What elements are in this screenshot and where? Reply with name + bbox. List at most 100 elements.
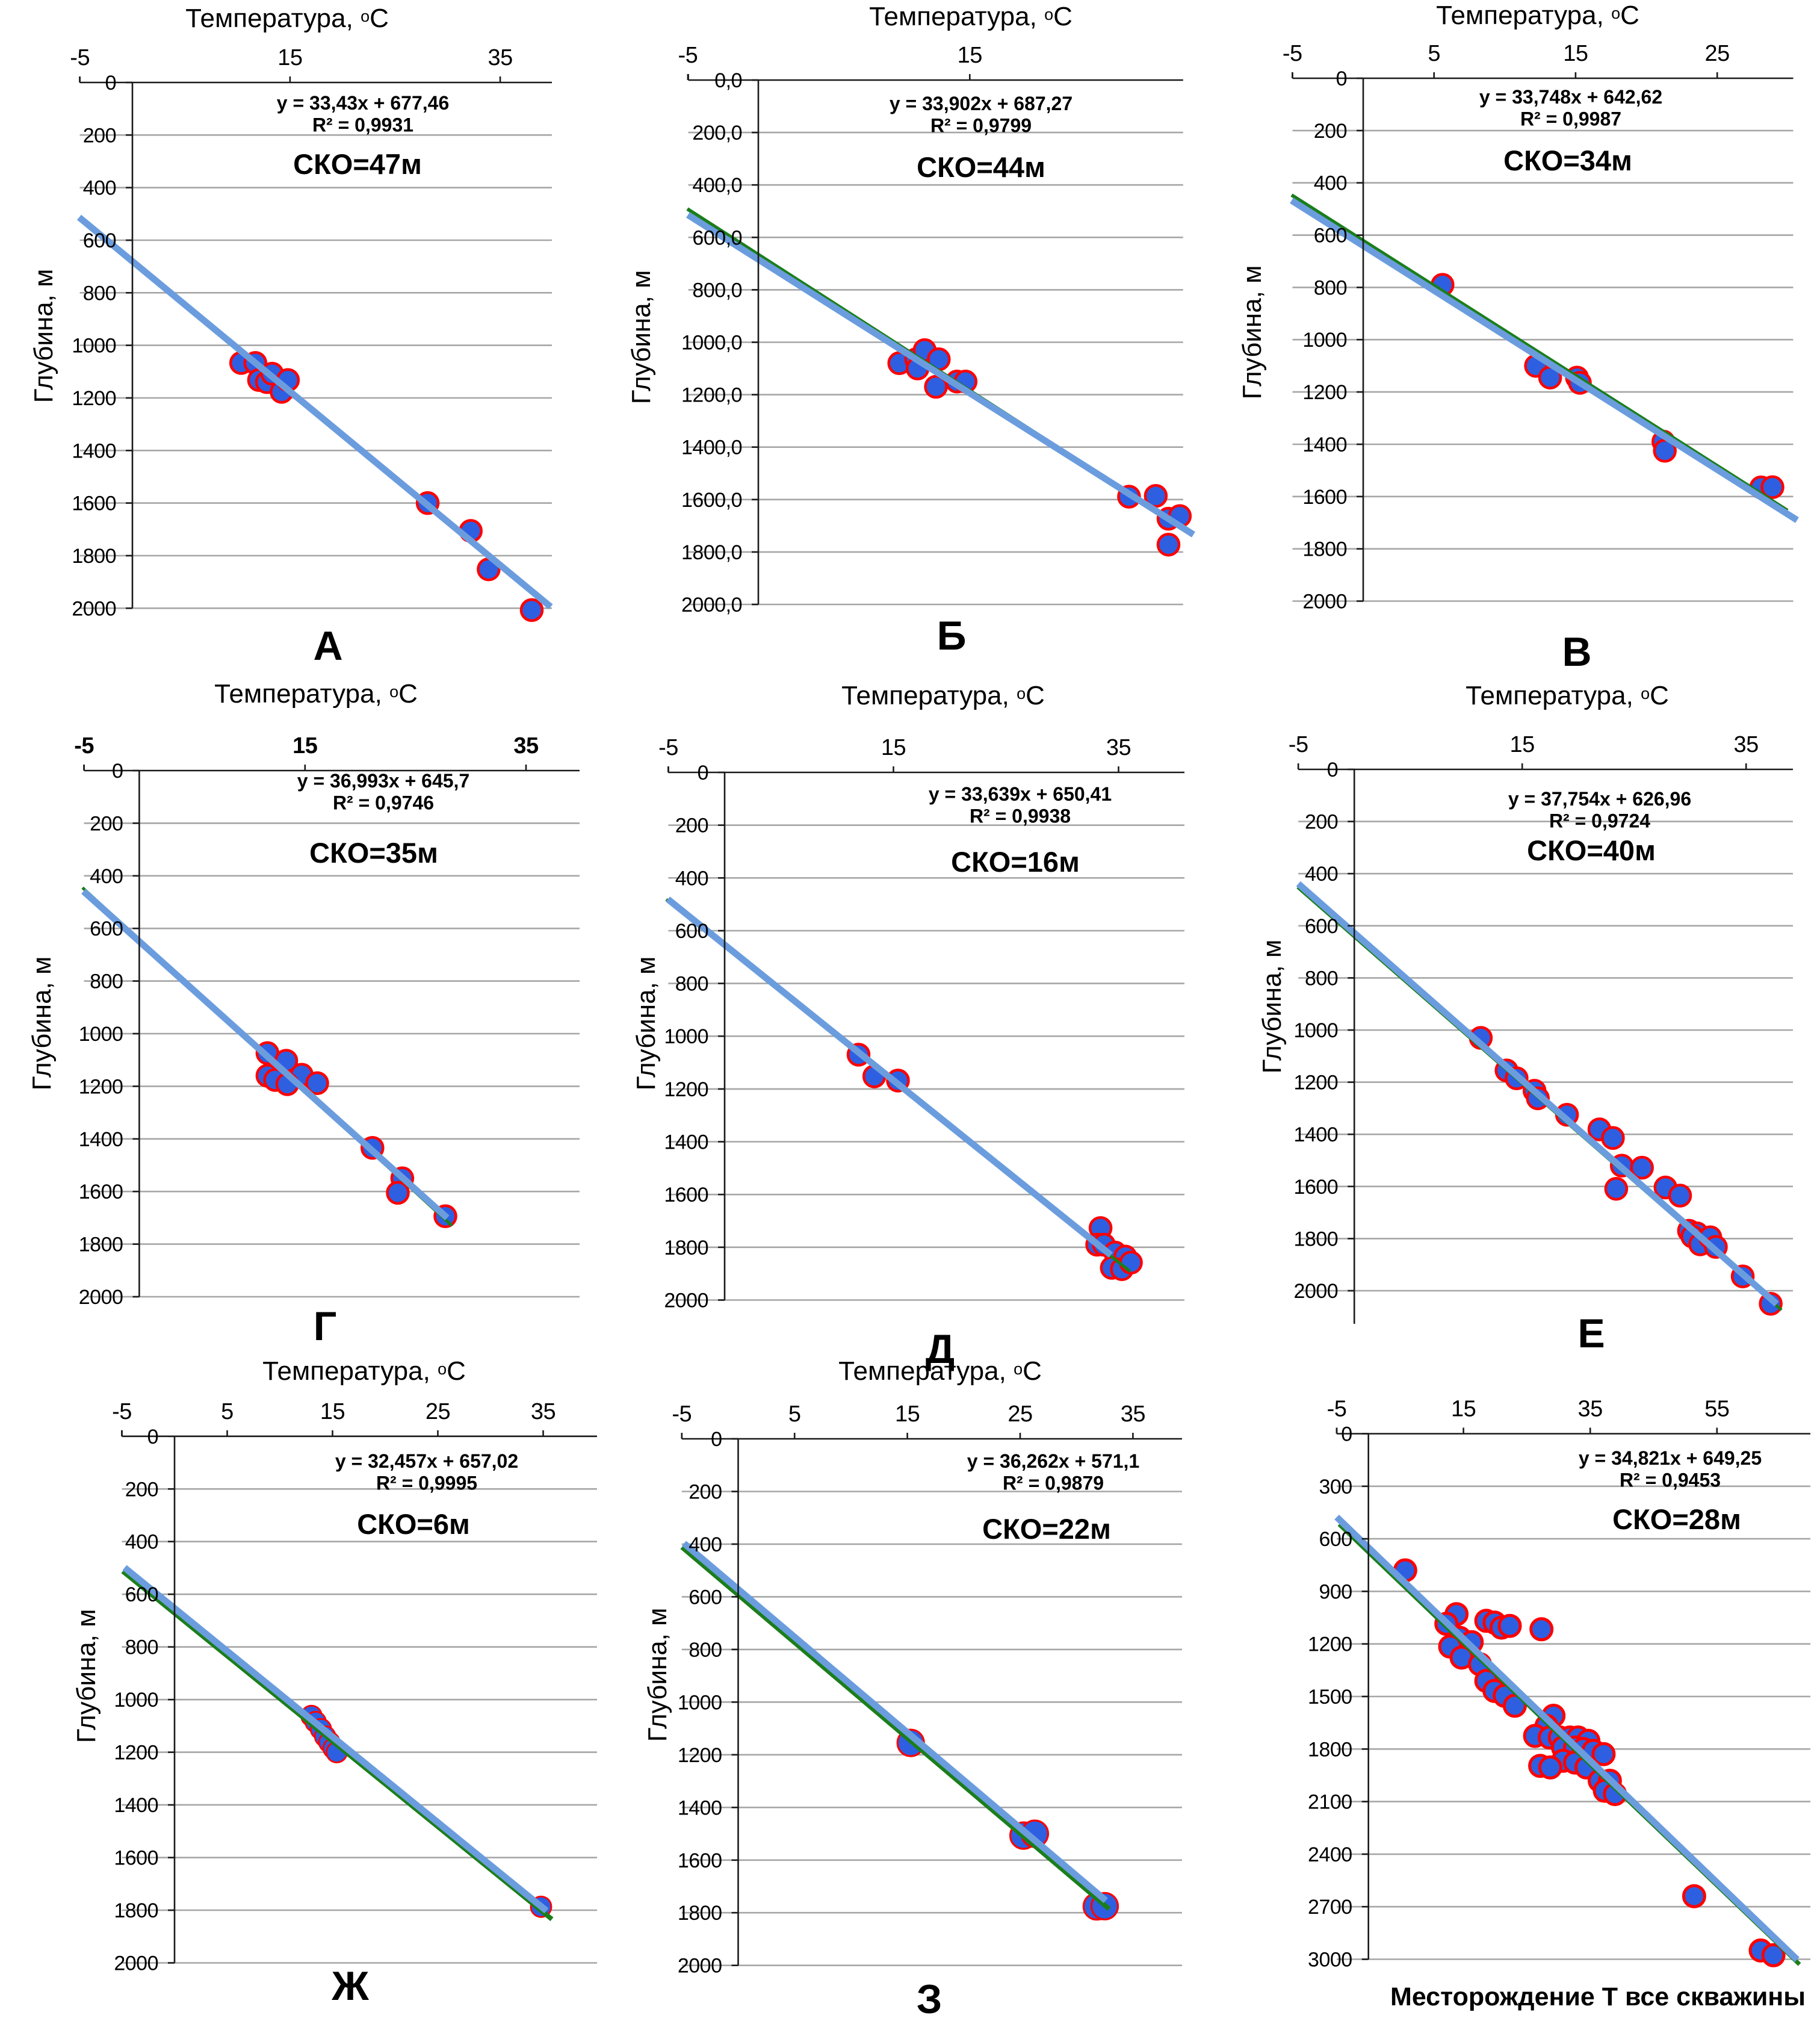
- svg-text:5: 5: [788, 1401, 801, 1427]
- svg-text:Температура, оС: Температура, оС: [1466, 681, 1669, 710]
- svg-text:1200: 1200: [1294, 1072, 1339, 1094]
- svg-text:0: 0: [147, 1426, 158, 1448]
- svg-text:800: 800: [83, 282, 116, 305]
- svg-text:200: 200: [90, 812, 123, 835]
- svg-text:1800: 1800: [1302, 538, 1347, 561]
- svg-text:В: В: [1562, 629, 1591, 675]
- svg-text:СКО=35м: СКО=35м: [309, 837, 438, 869]
- svg-text:y = 36,262x + 571,1: y = 36,262x + 571,1: [967, 1450, 1139, 1472]
- svg-text:15: 15: [320, 1399, 345, 1424]
- svg-text:y = 34,821x + 649,25: y = 34,821x + 649,25: [1579, 1447, 1762, 1469]
- svg-text:0: 0: [105, 72, 116, 95]
- svg-text:1500: 1500: [1308, 1686, 1352, 1709]
- svg-text:СКО=44м: СКО=44м: [917, 151, 1045, 183]
- svg-text:2000: 2000: [678, 1955, 722, 1978]
- svg-text:15: 15: [895, 1401, 920, 1427]
- svg-text:200: 200: [689, 1481, 722, 1504]
- svg-text:600: 600: [90, 917, 123, 940]
- svg-text:1800: 1800: [664, 1237, 708, 1259]
- svg-text:1600: 1600: [1294, 1176, 1339, 1199]
- svg-text:55: 55: [1704, 1397, 1729, 1422]
- svg-text:Глубина, м: Глубина, м: [72, 1609, 101, 1743]
- svg-text:СКО=22м: СКО=22м: [982, 1513, 1111, 1545]
- svg-text:0: 0: [1327, 759, 1338, 781]
- svg-text:-5: -5: [74, 733, 94, 759]
- svg-text:1600: 1600: [1302, 486, 1347, 509]
- svg-text:0: 0: [1336, 67, 1347, 90]
- svg-text:600: 600: [1319, 1528, 1352, 1551]
- svg-text:СКО=40м: СКО=40м: [1527, 834, 1656, 866]
- svg-text:y = 33,43x + 677,46: y = 33,43x + 677,46: [277, 92, 449, 114]
- svg-text:1000: 1000: [1294, 1019, 1339, 1042]
- svg-text:400: 400: [1314, 172, 1347, 195]
- svg-text:15: 15: [1451, 1397, 1476, 1422]
- svg-text:200: 200: [1305, 811, 1338, 834]
- svg-text:Температура, оС: Температура, оС: [214, 679, 418, 709]
- svg-text:Ж: Ж: [331, 1963, 369, 2009]
- svg-text:600: 600: [83, 229, 116, 252]
- svg-text:200: 200: [675, 815, 708, 837]
- svg-text:Глубина, м: Глубина, м: [627, 270, 656, 405]
- svg-text:y = 37,754x + 626,96: y = 37,754x + 626,96: [1508, 788, 1691, 810]
- svg-text:1400: 1400: [678, 1796, 722, 1819]
- svg-text:R² = 0,9995: R² = 0,9995: [376, 1473, 477, 1494]
- svg-text:Глубина, м: Глубина, м: [29, 269, 58, 403]
- svg-text:15: 15: [1563, 41, 1588, 66]
- svg-text:Температура, оС: Температура, оС: [1436, 1, 1639, 30]
- svg-text:1400,0: 1400,0: [681, 436, 742, 459]
- svg-text:Глубина, м: Глубина, м: [643, 1608, 672, 1742]
- svg-text:R² = 0,9931: R² = 0,9931: [312, 114, 413, 136]
- svg-text:СКО=47м: СКО=47м: [293, 148, 422, 180]
- svg-text:400: 400: [125, 1531, 158, 1554]
- svg-text:1000: 1000: [664, 1025, 708, 1048]
- svg-text:800,0: 800,0: [692, 279, 742, 302]
- svg-text:1200: 1200: [79, 1075, 123, 1098]
- svg-text:35: 35: [513, 733, 539, 759]
- svg-text:0: 0: [698, 762, 708, 784]
- svg-text:1800: 1800: [1294, 1228, 1339, 1250]
- svg-text:600: 600: [1305, 915, 1338, 938]
- svg-text:R² = 0,9799: R² = 0,9799: [930, 115, 1032, 137]
- svg-text:1400: 1400: [1302, 433, 1347, 456]
- svg-text:А: А: [313, 623, 342, 669]
- svg-text:800: 800: [1305, 967, 1338, 990]
- svg-text:2100: 2100: [1308, 1791, 1352, 1814]
- svg-text:Глубина, м: Глубина, м: [631, 957, 661, 1091]
- svg-text:1200: 1200: [664, 1078, 708, 1101]
- svg-text:R² = 0,9879: R² = 0,9879: [1003, 1473, 1104, 1494]
- svg-text:-5: -5: [70, 45, 90, 70]
- svg-text:3000: 3000: [1308, 1949, 1352, 1972]
- svg-text:2000: 2000: [664, 1290, 708, 1312]
- svg-text:Е: Е: [1577, 1311, 1605, 1356]
- svg-text:600: 600: [675, 920, 708, 943]
- svg-text:2000: 2000: [79, 1286, 123, 1309]
- svg-text:Г: Г: [314, 1303, 337, 1349]
- svg-text:СКО=28м: СКО=28м: [1612, 1503, 1741, 1535]
- svg-text:y = 36,993x + 645,7: y = 36,993x + 645,7: [297, 770, 469, 792]
- svg-text:-5: -5: [1327, 1397, 1347, 1422]
- svg-text:1800: 1800: [79, 1234, 123, 1256]
- svg-text:1000: 1000: [1302, 329, 1347, 352]
- svg-text:1800,0: 1800,0: [681, 541, 742, 564]
- svg-text:1800: 1800: [72, 545, 116, 568]
- svg-text:900: 900: [1319, 1580, 1352, 1603]
- svg-text:5: 5: [1428, 41, 1440, 66]
- svg-text:1200: 1200: [72, 387, 116, 410]
- svg-text:1000: 1000: [678, 1691, 722, 1714]
- svg-text:35: 35: [1734, 732, 1759, 757]
- svg-text:15: 15: [881, 735, 906, 760]
- svg-text:1600: 1600: [664, 1184, 708, 1206]
- svg-text:35: 35: [1106, 735, 1131, 760]
- svg-text:СКО=16м: СКО=16м: [951, 846, 1080, 878]
- svg-text:1600: 1600: [72, 492, 116, 515]
- svg-text:y = 33,902x + 687,27: y = 33,902x + 687,27: [890, 93, 1072, 114]
- svg-text:800: 800: [125, 1636, 158, 1659]
- svg-text:1800: 1800: [678, 1902, 722, 1925]
- svg-text:Температура, оС: Температура, оС: [185, 4, 389, 33]
- svg-text:200: 200: [125, 1478, 158, 1501]
- svg-text:З: З: [917, 1976, 942, 2022]
- svg-text:200: 200: [1314, 120, 1347, 143]
- svg-text:1000,0: 1000,0: [681, 332, 742, 355]
- svg-text:400: 400: [83, 177, 116, 200]
- svg-text:Б: Б: [937, 613, 967, 659]
